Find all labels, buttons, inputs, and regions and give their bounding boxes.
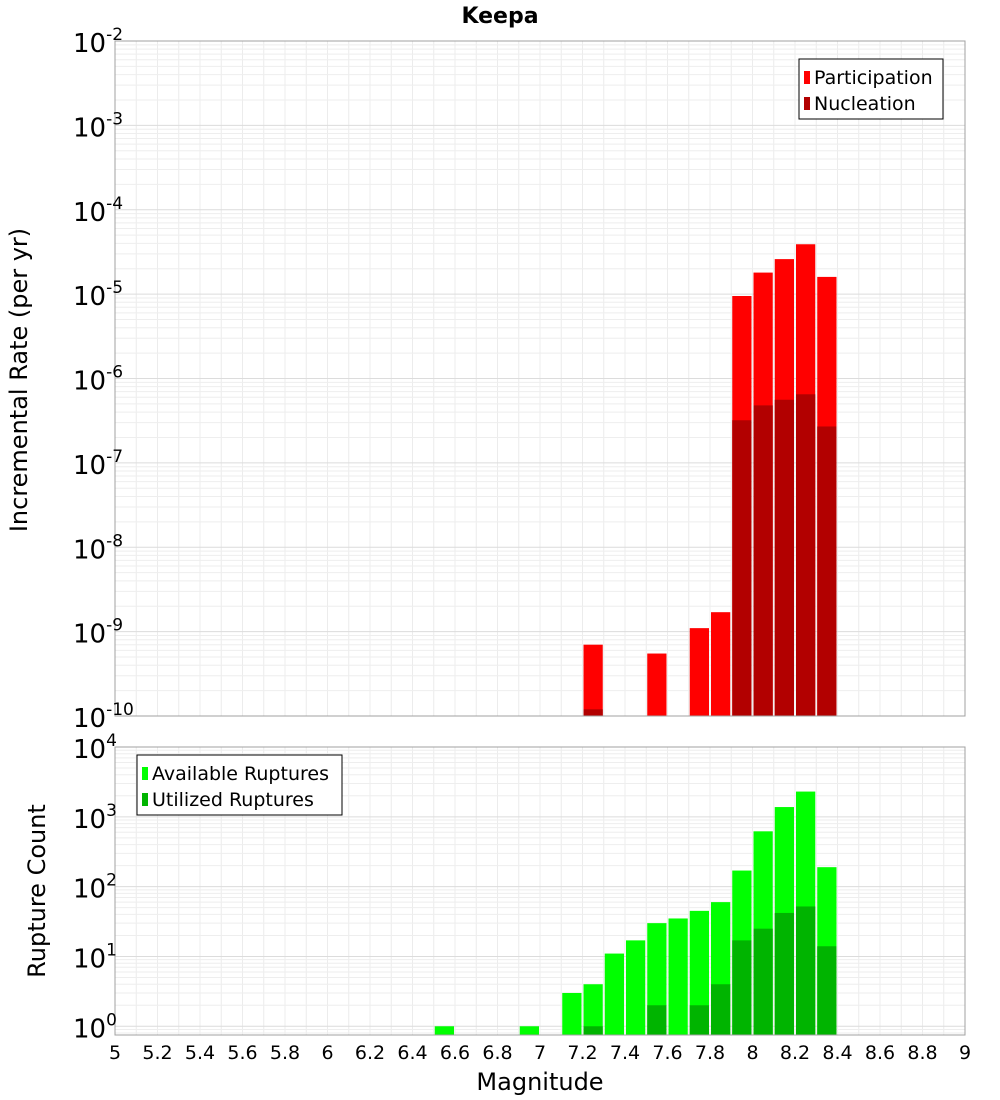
- overlay-bar-nucleation: [817, 426, 837, 716]
- chart-title: Keepa: [461, 4, 538, 29]
- x-tick-label: 7.6: [652, 1042, 682, 1064]
- y-tick-label: 104: [73, 731, 117, 765]
- overlay-bar-utilized-ruptures: [711, 984, 731, 1035]
- x-tick-label: 5.6: [227, 1042, 257, 1064]
- overlay-bar-utilized-ruptures: [583, 1026, 603, 1035]
- legend-label: Nucleation: [814, 93, 916, 115]
- y-tick-label: 10-4: [73, 194, 123, 228]
- legend-box: [798, 58, 944, 120]
- x-tick-label: 5: [109, 1042, 121, 1064]
- bar-available-ruptures: [604, 953, 624, 1035]
- y-tick-label: 100: [73, 1010, 117, 1044]
- x-axis-label: Magnitude: [476, 1068, 603, 1096]
- legend-label: Available Ruptures: [152, 763, 329, 785]
- overlay-bar-utilized-ruptures: [817, 946, 837, 1035]
- x-tick-label: 8.2: [780, 1042, 810, 1064]
- bar-available-ruptures: [583, 984, 603, 1035]
- bar-participation: [711, 612, 731, 716]
- top-y-axis-label: Incremental Rate (per yr): [5, 228, 33, 532]
- bar-participation: [647, 653, 667, 716]
- top-panel: 10-2 10-3 10-4 10-5 10-6 10-7 10-8 10-9 10-10 Par…: [73, 25, 966, 734]
- bar-available-ruptures: [562, 992, 582, 1035]
- x-tick-label: 7.4: [610, 1042, 640, 1064]
- overlay-bar-nucleation: [753, 405, 773, 716]
- x-tick-label: 5.8: [270, 1042, 300, 1064]
- bar-participation: [583, 644, 603, 716]
- overlay-bar-nucleation: [732, 420, 752, 716]
- x-tick-label: 8: [746, 1042, 758, 1064]
- bar-available-ruptures: [519, 1026, 539, 1035]
- bar-available-ruptures: [626, 940, 646, 1035]
- y-tick-label: 10-8: [73, 531, 123, 565]
- x-tick-label: 8.8: [907, 1042, 937, 1064]
- y-tick-label: 102: [73, 871, 117, 905]
- x-tick-label: 5.2: [142, 1042, 172, 1064]
- bar-available-ruptures: [668, 918, 688, 1035]
- bar-available-ruptures: [434, 1026, 454, 1035]
- overlay-bar-utilized-ruptures: [732, 940, 752, 1035]
- x-tick-label: 6.4: [397, 1042, 427, 1064]
- overlay-bar-utilized-ruptures: [647, 1005, 667, 1035]
- x-tick-label: 7.8: [695, 1042, 725, 1064]
- legend: Available Ruptures Utilized Ruptures: [136, 754, 343, 816]
- x-tick-label: 6.2: [355, 1042, 385, 1064]
- legend-swatch: [804, 97, 810, 110]
- overlay-bar-nucleation: [583, 709, 603, 716]
- y-tick-label: 101: [73, 940, 117, 974]
- legend: Participation Nucleation: [798, 58, 944, 120]
- overlay-bar-utilized-ruptures: [689, 1005, 709, 1035]
- x-tick-label: 8.6: [865, 1042, 895, 1064]
- legend-label: Utilized Ruptures: [152, 789, 314, 811]
- overlay-bar-utilized-ruptures: [774, 912, 794, 1035]
- legend-swatch: [142, 793, 148, 806]
- overlay-bar-utilized-ruptures: [753, 928, 773, 1035]
- overlay-bar-nucleation: [796, 394, 816, 716]
- x-tick-label: 6: [321, 1042, 333, 1064]
- x-tick-label: 9: [959, 1042, 971, 1064]
- y-tick-label: 10-10: [73, 700, 134, 734]
- bar-participation: [689, 628, 709, 716]
- y-tick-label: 10-3: [73, 109, 123, 143]
- y-tick-label: 10-5: [73, 278, 123, 312]
- x-tick-label: 5.4: [185, 1042, 215, 1064]
- x-tick-label: 6.6: [440, 1042, 470, 1064]
- y-tick-label: 103: [73, 801, 117, 835]
- y-tick-label: 10-7: [73, 447, 123, 481]
- legend-swatch: [804, 71, 810, 84]
- x-tick-label: 8.4: [822, 1042, 852, 1064]
- y-tick-label: 10-9: [73, 616, 123, 650]
- overlay-bar-utilized-ruptures: [796, 906, 816, 1035]
- y-tick-label: 10-2: [73, 25, 123, 59]
- legend-label: Participation: [814, 67, 933, 89]
- plot-frame: [114, 746, 966, 1036]
- x-tick-label: 7: [534, 1042, 546, 1064]
- x-tick-label: 6.8: [482, 1042, 512, 1064]
- plot-frame: [114, 40, 966, 717]
- legend-box: [136, 754, 343, 816]
- y-tick-label: 10-6: [73, 363, 123, 397]
- legend-swatch: [142, 767, 148, 780]
- x-tick-label: 7.2: [567, 1042, 597, 1064]
- bottom-y-axis-label: Rupture Count: [23, 804, 51, 978]
- overlay-bar-nucleation: [774, 399, 794, 716]
- bar-available-ruptures: [689, 910, 709, 1035]
